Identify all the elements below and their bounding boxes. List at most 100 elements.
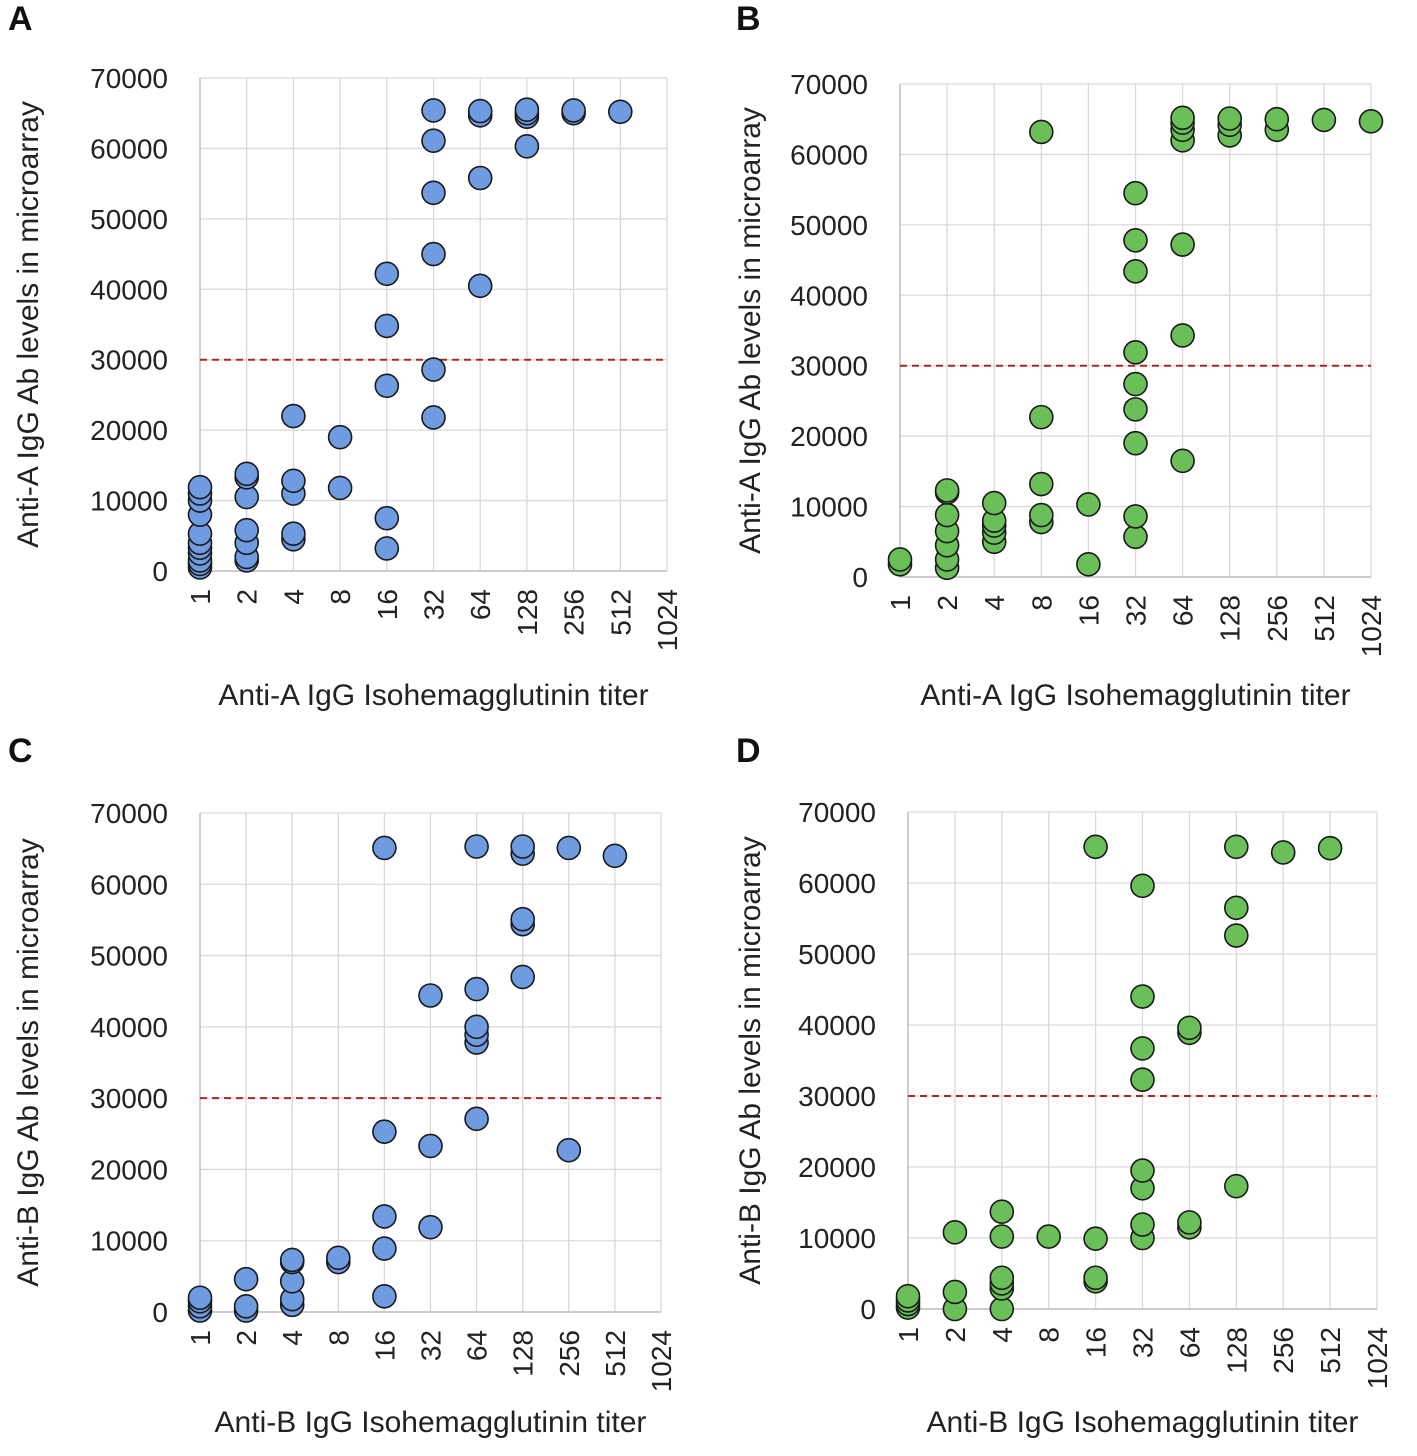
data-point (1223, 895, 1249, 921)
x-axis-title: Anti-A IgG Isohemagglutinin titer (920, 679, 1350, 712)
data-point (372, 1236, 397, 1261)
data-point (989, 1199, 1015, 1225)
x-tick-label: 2 (932, 595, 963, 611)
data-point (1123, 259, 1148, 284)
x-tick-label: 2 (231, 1330, 262, 1346)
data-point (234, 461, 259, 487)
y-tick-label: 60000 (90, 133, 168, 164)
data-point (1123, 228, 1148, 253)
y-tick-label: 40000 (798, 1010, 876, 1041)
y-tick-label: 40000 (790, 280, 868, 311)
data-point (1217, 106, 1243, 131)
data-point (467, 165, 493, 191)
data-point (1123, 524, 1148, 550)
data-point (1130, 1036, 1155, 1061)
y-tick-label: 60000 (798, 868, 876, 899)
y-tick-label: 70000 (90, 798, 168, 829)
data-point (989, 1296, 1015, 1322)
y-tick-label: 10000 (790, 492, 868, 523)
y-tick-label: 0 (852, 562, 868, 593)
data-point (561, 98, 586, 123)
x-tick-label: 64 (465, 589, 496, 620)
data-point (464, 1014, 489, 1040)
x-tick-label: 4 (979, 595, 1010, 611)
data-point (467, 273, 493, 299)
x-tick-label: 2 (940, 1327, 971, 1343)
data-point (187, 474, 213, 500)
y-axis-title: Anti-B IgG Ab levels in microarray (12, 838, 45, 1287)
x-axis-title: Anti-A IgG Isohemagglutinin titer (218, 679, 648, 712)
data-point (374, 536, 400, 561)
data-point (1130, 984, 1155, 1009)
scatter-chart-c: 0 10000 20000 30000 40000 50000 60000 70000 1 2 4 8… (12, 798, 677, 1439)
data-point (1123, 340, 1148, 365)
data-point (1311, 107, 1337, 133)
data-point (418, 1214, 443, 1240)
data-point (1130, 1212, 1155, 1237)
y-tick-label: 10000 (90, 1226, 168, 1257)
x-tick-label: 1 (185, 1330, 216, 1346)
x-tick-label: 64 (1168, 595, 1199, 626)
data-point (421, 241, 446, 267)
data-point (510, 906, 536, 932)
x-tick-label: 1024 (646, 1330, 677, 1392)
data-point (233, 1266, 259, 1292)
y-tick-label: 10000 (798, 1223, 876, 1254)
x-tick-label: 128 (512, 589, 543, 636)
panel-c: C 0 10000 20000 30000 40000 50000 60000 70000 1 2… (0, 730, 700, 1456)
data-point (510, 834, 536, 859)
data-point (1123, 397, 1148, 422)
data-point (942, 1220, 968, 1245)
y-tick-label: 0 (860, 1294, 876, 1325)
data-point (421, 98, 446, 123)
data-point (1358, 109, 1384, 134)
scatter-chart-b: 0 10000 20000 30000 40000 50000 60000 70000 1 2 4 8… (734, 69, 1387, 712)
data-point (279, 1247, 305, 1273)
data-point (934, 478, 960, 503)
y-tick-label: 70000 (798, 797, 876, 828)
y-tick-label: 70000 (90, 63, 168, 94)
data-point (1270, 840, 1296, 865)
data-point (372, 1204, 397, 1229)
data-point (1264, 106, 1290, 132)
y-tick-label: 20000 (790, 421, 868, 452)
data-point (421, 180, 446, 206)
data-point (1223, 923, 1249, 948)
data-point (934, 502, 960, 528)
data-point (372, 835, 397, 861)
x-tick-label: 1 (893, 1327, 924, 1343)
x-tick-label: 1 (885, 595, 916, 611)
x-tick-label: 512 (605, 589, 636, 636)
data-point (1123, 504, 1148, 529)
data-point (464, 1106, 489, 1132)
data-point (1083, 1226, 1108, 1252)
data-point (1223, 1173, 1249, 1199)
data-point (1177, 1210, 1202, 1235)
x-axis-title: Anti-B IgG Isohemagglutinin titer (215, 1406, 647, 1439)
x-tick-label: 1024 (1356, 595, 1387, 657)
scatter-chart-d: 0 10000 20000 30000 40000 50000 60000 70000 1 2 4 8… (734, 797, 1393, 1439)
data-point (1170, 323, 1195, 348)
x-tick-label: 2 (232, 589, 263, 605)
panel-letter: B (736, 0, 761, 38)
data-point (281, 468, 306, 494)
x-tick-label: 16 (369, 1330, 400, 1361)
data-point (372, 1119, 397, 1144)
y-tick-label: 60000 (90, 869, 168, 900)
y-axis-title: Anti-A IgG Ab levels in microarray (12, 101, 45, 548)
y-tick-label: 20000 (90, 415, 168, 446)
y-tick-label: 0 (152, 1297, 168, 1328)
x-tick-label: 128 (1221, 1327, 1252, 1374)
data-point (1130, 1158, 1155, 1183)
y-axis-title: Anti-A IgG Ab levels in microarray (734, 107, 767, 554)
data-point (607, 99, 633, 125)
data-point (989, 1224, 1015, 1249)
data-point (421, 405, 446, 430)
y-axis-title: Anti-B IgG Ab levels in microarray (734, 836, 767, 1285)
x-tick-label: 128 (508, 1330, 539, 1377)
data-point (327, 475, 353, 501)
x-axis-title: Anti-B IgG Isohemagglutinin titer (927, 1406, 1359, 1439)
data-point (234, 517, 259, 543)
data-point (1223, 834, 1249, 860)
data-point (514, 97, 540, 122)
